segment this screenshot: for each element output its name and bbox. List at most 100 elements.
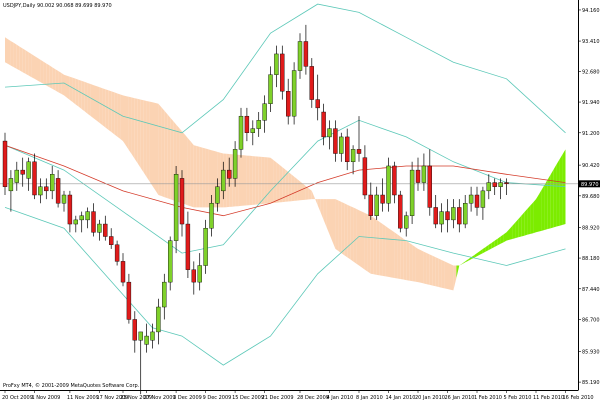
cloud-bearish-segment: [394, 232, 398, 279]
cloud-bearish-segment: [397, 234, 401, 279]
cloud-bullish-segment: [524, 209, 528, 236]
cloud-bearish-segment: [391, 230, 395, 278]
y-tick-label: 92.680: [582, 69, 600, 75]
x-tick-label: 20 Oct 2009: [2, 395, 33, 401]
x-tick-label: 11 Nov 2009: [67, 395, 99, 401]
candle-bullish: [203, 227, 208, 266]
candle-bullish: [197, 265, 202, 283]
cloud-bearish-segment: [258, 156, 262, 205]
y-tick-label: 91.940: [582, 100, 600, 106]
y-tick-label: 85.930: [582, 349, 600, 355]
x-tick-label: 23 Nov 2009: [120, 395, 152, 401]
candle-bearish: [321, 111, 326, 138]
cloud-bullish-segment: [494, 238, 498, 247]
candle-bearish: [185, 223, 191, 270]
cloud-bearish-segment: [84, 81, 88, 114]
cloud-bullish-segment: [536, 194, 539, 233]
cloud-bearish-segment: [49, 65, 53, 89]
y-tick-label: 86.700: [582, 317, 600, 323]
cloud-bearish-segment: [196, 146, 200, 208]
cloud-bullish-segment: [533, 199, 536, 234]
candle-bearish: [55, 178, 61, 204]
cloud-bearish-segment: [291, 174, 295, 202]
cloud-bearish-segment: [385, 226, 389, 277]
candle-bearish: [280, 53, 285, 92]
cloud-bullish-segment: [521, 212, 525, 237]
cloud-bearish-segment: [376, 219, 380, 276]
cloud-bullish-segment: [527, 205, 531, 235]
candle-bearish: [2, 140, 8, 187]
candle-bullish: [73, 219, 79, 225]
cloud-bearish-segment: [267, 157, 271, 204]
candle-bearish: [191, 269, 197, 283]
cloud-bearish-segment: [185, 134, 188, 206]
candle-bearish: [398, 194, 403, 229]
cloud-bullish-segment: [539, 189, 542, 232]
cloud-bearish-segment: [370, 215, 374, 275]
cloud-bullish-segment: [459, 263, 463, 266]
candle-bearish: [474, 194, 480, 208]
cloud-bullish-segment: [497, 236, 501, 246]
cloud-bearish-segment: [143, 100, 147, 177]
cloud-bearish-segment: [335, 199, 339, 251]
candle-bearish: [504, 182, 509, 184]
bollinger-lower-line: [4, 207, 566, 366]
cloud-bearish-segment: [238, 154, 241, 207]
cloud-bearish-segment: [102, 88, 106, 128]
candle-bearish: [362, 157, 368, 196]
bollinger-upper-line: [4, 3, 566, 134]
svg-text:89.970: 89.970: [581, 182, 599, 188]
cloud-bearish-segment: [155, 103, 159, 195]
cloud-bearish-segment: [193, 145, 197, 208]
candle-bullish: [486, 182, 491, 192]
cloud-bearish-segment: [149, 101, 153, 186]
cloud-bearish-segment: [432, 255, 436, 287]
cloud-bullish-segment: [485, 244, 489, 252]
candle-bearish: [427, 165, 432, 208]
cloud-bearish-segment: [120, 94, 123, 142]
cloud-bearish-segment: [58, 70, 62, 94]
cloud-bearish-segment: [205, 148, 209, 208]
cloud-bullish-segment: [512, 222, 516, 239]
cloud-bullish-segment: [515, 219, 519, 239]
cloud-bearish-segment: [31, 54, 35, 79]
cloud-bearish-segment: [305, 186, 309, 200]
candle-bearish: [91, 211, 96, 233]
cloud-bearish-segment: [270, 157, 274, 204]
candle-bullish: [268, 74, 273, 104]
cloud-bullish-segment: [503, 232, 507, 243]
cloud-bearish-segment: [353, 207, 357, 264]
candle-bullish: [421, 165, 427, 183]
candle-bullish: [97, 223, 102, 233]
y-tick-label: 91.200: [582, 131, 600, 137]
cloud-bullish-segment: [509, 225, 513, 240]
cloud-bearish-segment: [105, 89, 109, 130]
cloud-bearish-segment: [241, 155, 244, 206]
cloud-bearish-segment: [326, 199, 330, 235]
x-tick-label: 4 Jan 2010: [327, 395, 354, 401]
candle-bearish: [457, 207, 462, 225]
cloud-bullish-segment: [530, 202, 534, 234]
candle-bullish: [61, 194, 67, 204]
candle-bearish: [345, 136, 350, 163]
cloud-bearish-segment: [320, 199, 324, 220]
candle-bullish: [238, 115, 244, 150]
cloud-bearish-segment: [140, 99, 144, 173]
symbol-header: USDJPY,Daily 90.002 90.068 89.699 89.970: [3, 3, 112, 9]
cloud-bearish-segment: [170, 117, 174, 201]
cloud-bullish-segment: [462, 261, 466, 264]
candle-bullish: [498, 182, 503, 187]
cloud-bearish-segment: [164, 110, 168, 199]
cloud-bullish-segment: [553, 164, 557, 228]
x-tick-label: 14 Jan 2010: [386, 395, 416, 401]
cloud-bearish-segment: [46, 63, 50, 88]
cloud-bearish-segment: [356, 208, 359, 266]
x-tick-label: 27 Nov 2009: [144, 395, 176, 401]
current-price-label: 89.970: [579, 180, 600, 188]
cloud-bearish-segment: [344, 203, 348, 258]
cloud-bearish-segment: [426, 253, 430, 285]
cloud-bearish-segment: [10, 41, 14, 68]
x-tick-label: 1 Feb 2010: [474, 395, 502, 401]
